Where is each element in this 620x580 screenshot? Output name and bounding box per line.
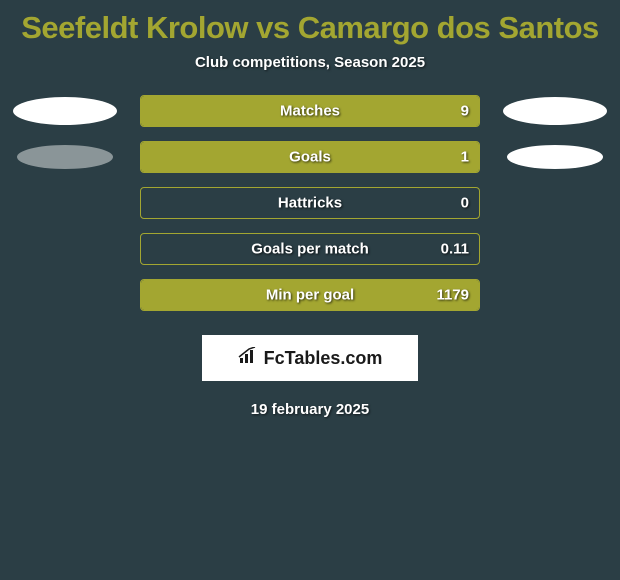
infographic-container: Seefeldt Krolow vs Camargo dos Santos Cl…	[0, 0, 620, 418]
left-ellipse	[13, 97, 117, 125]
stat-label: Matches	[280, 103, 340, 120]
right-ellipse	[503, 97, 607, 125]
right-ellipse-slot	[500, 145, 610, 169]
stat-bar-bg: Goals 1	[140, 141, 480, 173]
stat-bar: Hattricks 0	[140, 187, 480, 219]
left-ellipse-slot	[10, 145, 120, 169]
stat-row: Matches 9	[0, 95, 620, 127]
right-ellipse	[507, 145, 603, 169]
logo-suffix: .com	[340, 348, 382, 368]
stat-label: Min per goal	[266, 287, 354, 304]
logo-prefix: Fc	[264, 348, 285, 368]
stat-value: 9	[461, 103, 469, 120]
stat-bar-bg: Hattricks 0	[140, 187, 480, 219]
stat-row: Goals per match 0.11	[0, 233, 620, 265]
stat-value: 0.11	[441, 241, 469, 258]
bar-chart-icon	[238, 347, 260, 370]
logo-bold: Tables	[285, 348, 341, 368]
logo-text: FcTables.com	[264, 348, 383, 369]
stat-bar: Goals 1	[140, 141, 480, 173]
left-ellipse	[17, 145, 113, 169]
stat-bar: Min per goal 1179	[140, 279, 480, 311]
logo-box: FcTables.com	[202, 335, 418, 381]
stat-value: 1179	[436, 287, 469, 304]
stat-label: Goals	[289, 149, 331, 166]
stat-bar: Goals per match 0.11	[140, 233, 480, 265]
date-text: 19 february 2025	[0, 401, 620, 418]
stat-rows: Matches 9 Goals 1 Hattricks 0 Goals per match 0…	[0, 95, 620, 311]
page-subtitle: Club competitions, Season 2025	[0, 54, 620, 95]
left-ellipse-slot	[10, 97, 120, 125]
stat-row: Goals 1	[0, 141, 620, 173]
stat-label: Goals per match	[251, 241, 369, 258]
stat-row: Min per goal 1179	[0, 279, 620, 311]
stat-bar: Matches 9	[140, 95, 480, 127]
stat-bar-bg: Goals per match 0.11	[140, 233, 480, 265]
stat-value: 0	[461, 195, 469, 212]
stat-bar-bg: Matches 9	[140, 95, 480, 127]
stat-label: Hattricks	[278, 195, 342, 212]
stat-bar-bg: Min per goal 1179	[140, 279, 480, 311]
page-title: Seefeldt Krolow vs Camargo dos Santos	[0, 2, 620, 54]
stat-value: 1	[461, 149, 469, 166]
stat-row: Hattricks 0	[0, 187, 620, 219]
right-ellipse-slot	[500, 97, 610, 125]
